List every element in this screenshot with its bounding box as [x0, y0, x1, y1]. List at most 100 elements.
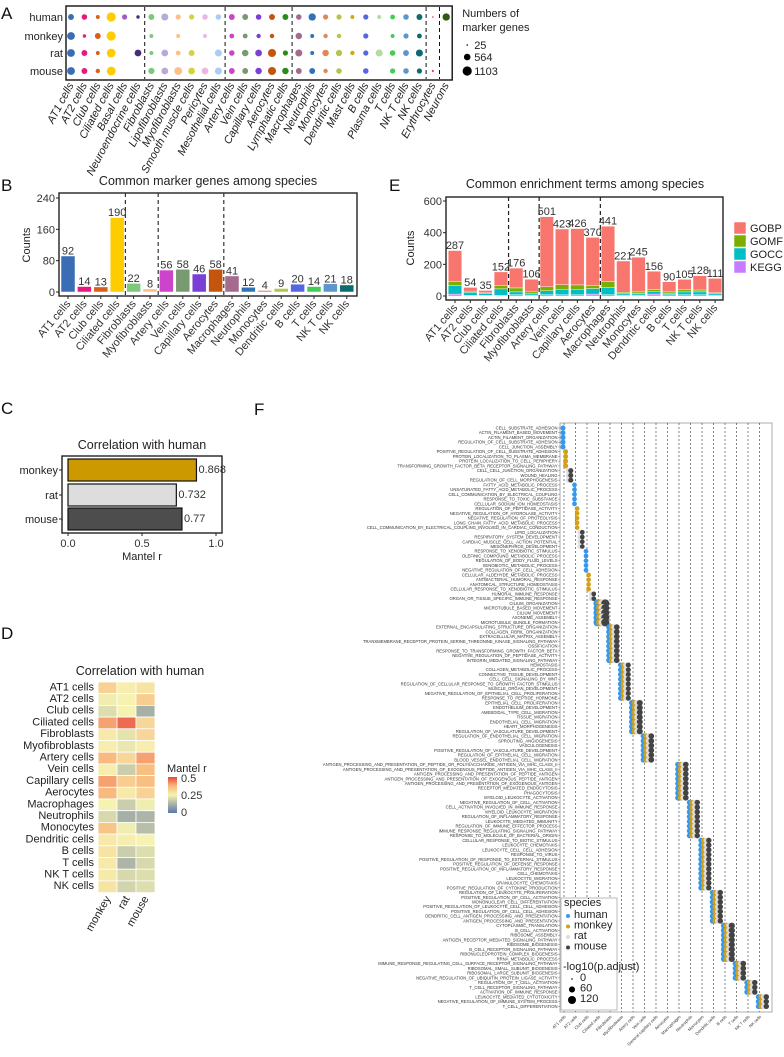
term-label: RIBONUCLEOPROTEIN_COMPLEX_BIOGENESIS	[460, 952, 557, 957]
y-axis-label: Counts	[21, 227, 33, 262]
enrichment-dot	[648, 747, 655, 754]
marker-gene-dot	[161, 13, 169, 21]
term-label: MYELOID_LEUKOCYTE_MIGRATION	[485, 809, 557, 814]
enrichment-dot	[717, 913, 724, 919]
enrichment-dot	[563, 458, 569, 464]
stacked-bar-segment	[677, 289, 692, 293]
heatmap-cell	[97, 728, 118, 741]
enrichment-dot	[763, 994, 770, 1000]
marker-gene-dot	[403, 33, 409, 39]
marker-gene-dot	[67, 32, 75, 40]
species-legend-dot	[566, 924, 570, 929]
term-label: LONG_CHAIN_FATTY_ACID_METABOLIC_PROCESS	[454, 520, 558, 525]
marker-gene-dot	[136, 15, 140, 19]
heatmap-col-label: rat	[116, 894, 133, 911]
term-label: POSITIVE_REGULATION_OF_DEFENSE_RESPONSE	[453, 862, 558, 867]
legend-label: GOBP	[750, 223, 782, 235]
term-label: POSITIVE_REGULATION_OF_CELL_ACTIVATION	[461, 895, 557, 900]
marker-gene-dot	[282, 50, 288, 56]
term-label: ANTIBACTERIAL_HUMORAL_RESPONSE	[476, 577, 558, 582]
heatmap-row-label: Ciliated cells	[32, 716, 94, 728]
term-label: RESPONSE_TO_PEPTIDE_HORMONE	[482, 696, 558, 701]
term-label: LEUKOCYTE_CELL_CELL_ADHESION	[482, 847, 557, 852]
bar-value-label: 9	[278, 278, 284, 290]
heatmap-cell	[97, 868, 118, 882]
term-label: NEGATIVE_REGULATION_OF_EPITHELIAL_CELL_P…	[425, 691, 558, 696]
marker-gene-dot	[416, 68, 422, 74]
marker-gene-dot	[241, 49, 249, 57]
marker-gene-dot	[310, 34, 315, 38]
term-label: GRANULOCYTE_CHEMOTAXIS	[496, 881, 558, 886]
bar-value-label: 12	[242, 277, 254, 289]
chart-title: Correlation with human	[76, 664, 205, 678]
enrichment-dot	[682, 761, 689, 768]
stacked-bar-segment	[524, 279, 539, 292]
term-label: POSITIVE_REGULATION_OF_RESPONSE_TO_EXTER…	[419, 857, 558, 862]
enrichment-dot	[579, 534, 585, 540]
term-label: REGULATION_OF_IMMUNE_EFFECTOR_PROCESS	[456, 824, 558, 829]
stacked-bar-segment	[662, 292, 677, 295]
term-label: RIBOSOME_ASSEMBLY	[510, 933, 557, 938]
marker-gene-dot	[106, 12, 116, 22]
term-label: LEUKOCYTE_MEDIATED_CYTOTOXICITY	[475, 994, 557, 999]
heatmap-cell	[116, 763, 137, 777]
term-label: MESONEPHROS_DEVELOPMENT	[490, 544, 557, 549]
enrichment-dot	[706, 861, 712, 867]
term-label: COLLAGEN_METABOLIC_PROCESS	[486, 667, 558, 672]
stacked-bar-segment	[677, 279, 692, 290]
bar	[224, 275, 240, 293]
bar-value-label: 190	[108, 207, 126, 219]
size-legend-label: 60	[580, 983, 592, 995]
correlation-bar	[67, 507, 183, 531]
stacked-bar-segment	[570, 228, 585, 286]
stacked-bar-segment	[646, 293, 661, 297]
term-label: REGULATION_OF_LEUKOCYTE_PROLIFERATION	[459, 890, 558, 895]
heatmap-row-label: Dendritic cells	[26, 833, 95, 845]
stacked-bar-segment	[509, 287, 524, 293]
marker-gene-dot	[149, 51, 154, 55]
heatmap-cell	[135, 810, 156, 823]
stacked-bar-segment	[493, 285, 508, 290]
term-label: LEUKOCYTE_CHEMOTAXIS	[502, 843, 557, 848]
enrichment-dot	[625, 667, 631, 673]
term-label: POSITIVE_REGULATION_OF_CYTOKINE_PRODUCTI…	[447, 885, 558, 890]
marker-gene-dot	[363, 50, 369, 56]
term-label: REGULATION_OF_INFLAMMATORY_RESPONSE	[462, 814, 558, 819]
term-label: COLLAGEN_FIBRIL_ORGANIZATION	[485, 629, 557, 634]
marker-gene-dot	[256, 33, 261, 39]
term-label: EPITHELIAL_CELL_PROLIFERATION	[485, 700, 557, 705]
marker-gene-dot	[161, 67, 169, 75]
enrichment-dot	[625, 681, 631, 687]
enrichment-dot	[586, 586, 591, 592]
heatmap-cell	[135, 798, 156, 812]
enrichment-dot	[625, 695, 631, 701]
term-label: RECEPTOR_MEDIATED_ENDOCYTOSIS	[478, 786, 558, 791]
bar	[175, 269, 191, 293]
enrichment-dot	[574, 510, 580, 516]
stacked-bar-segment	[585, 285, 600, 289]
term-label: AMEBOIDAL_TYPE_CELL_MIGRATION	[481, 710, 557, 715]
heatmap-cell	[135, 833, 156, 847]
term-label: IMMUNE_RESPONSE_REGULATING_CELL_SURFACE_…	[378, 961, 558, 966]
marker-gene-dot	[390, 34, 395, 38]
enrichment-dot	[613, 638, 620, 645]
heatmap-cell	[135, 857, 156, 870]
stacked-bar-segment	[646, 289, 661, 292]
term-label: T_CELL_DIFFERENTIATION	[503, 1004, 558, 1009]
stacked-bar-segment	[493, 271, 508, 286]
enrichment-dot	[586, 582, 591, 587]
legend-title: -log10(p.adjust)	[563, 961, 639, 973]
heatmap-cell	[135, 705, 156, 718]
heatmap-cell	[135, 786, 156, 800]
marker-gene-dot	[242, 14, 249, 20]
enrichment-dot	[560, 439, 566, 445]
stacked-bar-segment	[646, 271, 661, 290]
chart-title: Common enrichment terms among species	[466, 177, 704, 191]
marker-gene-dot	[323, 33, 328, 39]
marker-gene-dot	[242, 68, 249, 74]
enrichment-dot	[728, 922, 735, 929]
bar-total-label: 501	[538, 206, 556, 218]
heatmap-row-label: Fibroblasts	[40, 728, 94, 740]
stacked-bar-segment	[524, 291, 539, 294]
enrichment-dot	[574, 515, 580, 521]
